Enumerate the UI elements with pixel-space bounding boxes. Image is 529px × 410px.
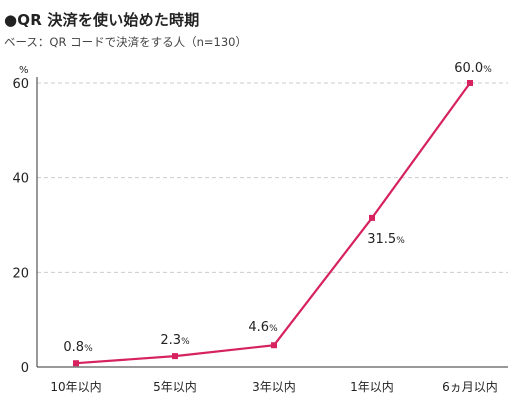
data-label: 0.8% (63, 340, 93, 355)
data-point (467, 80, 473, 86)
label-layer: % 0 20 40 60 10年以内 5年以内 3年以内 1年以内 6ヵ月以内 0.8% 2.3% 4.… (12, 61, 497, 394)
series-layer (73, 80, 473, 367)
y-tick-label: 60 (12, 77, 29, 92)
x-tick-label: 5年以内 (153, 380, 197, 394)
y-tick-label: 20 (12, 266, 29, 281)
data-point (369, 214, 375, 221)
y-tick-label: 40 (12, 172, 29, 187)
chart-title: ●QR 決済を使い始めた時期 (4, 11, 200, 29)
data-label: 31.5% (367, 232, 405, 247)
y-axis-unit: % (19, 65, 29, 76)
y-tick-label: 0 (21, 361, 29, 376)
chart-subtitle: ベース：QR コードで決済をする人（n=130） (4, 35, 247, 49)
data-label-unit: % (181, 337, 190, 347)
series-line (75, 82, 471, 365)
data-label-unit: % (269, 324, 278, 334)
grid-layer (37, 82, 508, 273)
x-tick-label: 1年以内 (350, 380, 394, 394)
x-tick-label: 3年以内 (252, 380, 296, 394)
data-label-unit: % (84, 344, 93, 354)
data-label-unit: % (396, 236, 405, 246)
data-point (271, 342, 277, 349)
data-point (172, 353, 178, 360)
data-label-unit: % (483, 65, 492, 75)
x-tick-label: 10年以内 (50, 380, 101, 394)
data-label: 60.0% (454, 61, 492, 76)
data-point (73, 360, 79, 367)
axis-layer (36, 77, 508, 368)
x-tick-label: 6ヵ月以内 (442, 380, 498, 394)
data-label: 2.3% (160, 333, 190, 348)
data-label: 4.6% (248, 320, 278, 335)
